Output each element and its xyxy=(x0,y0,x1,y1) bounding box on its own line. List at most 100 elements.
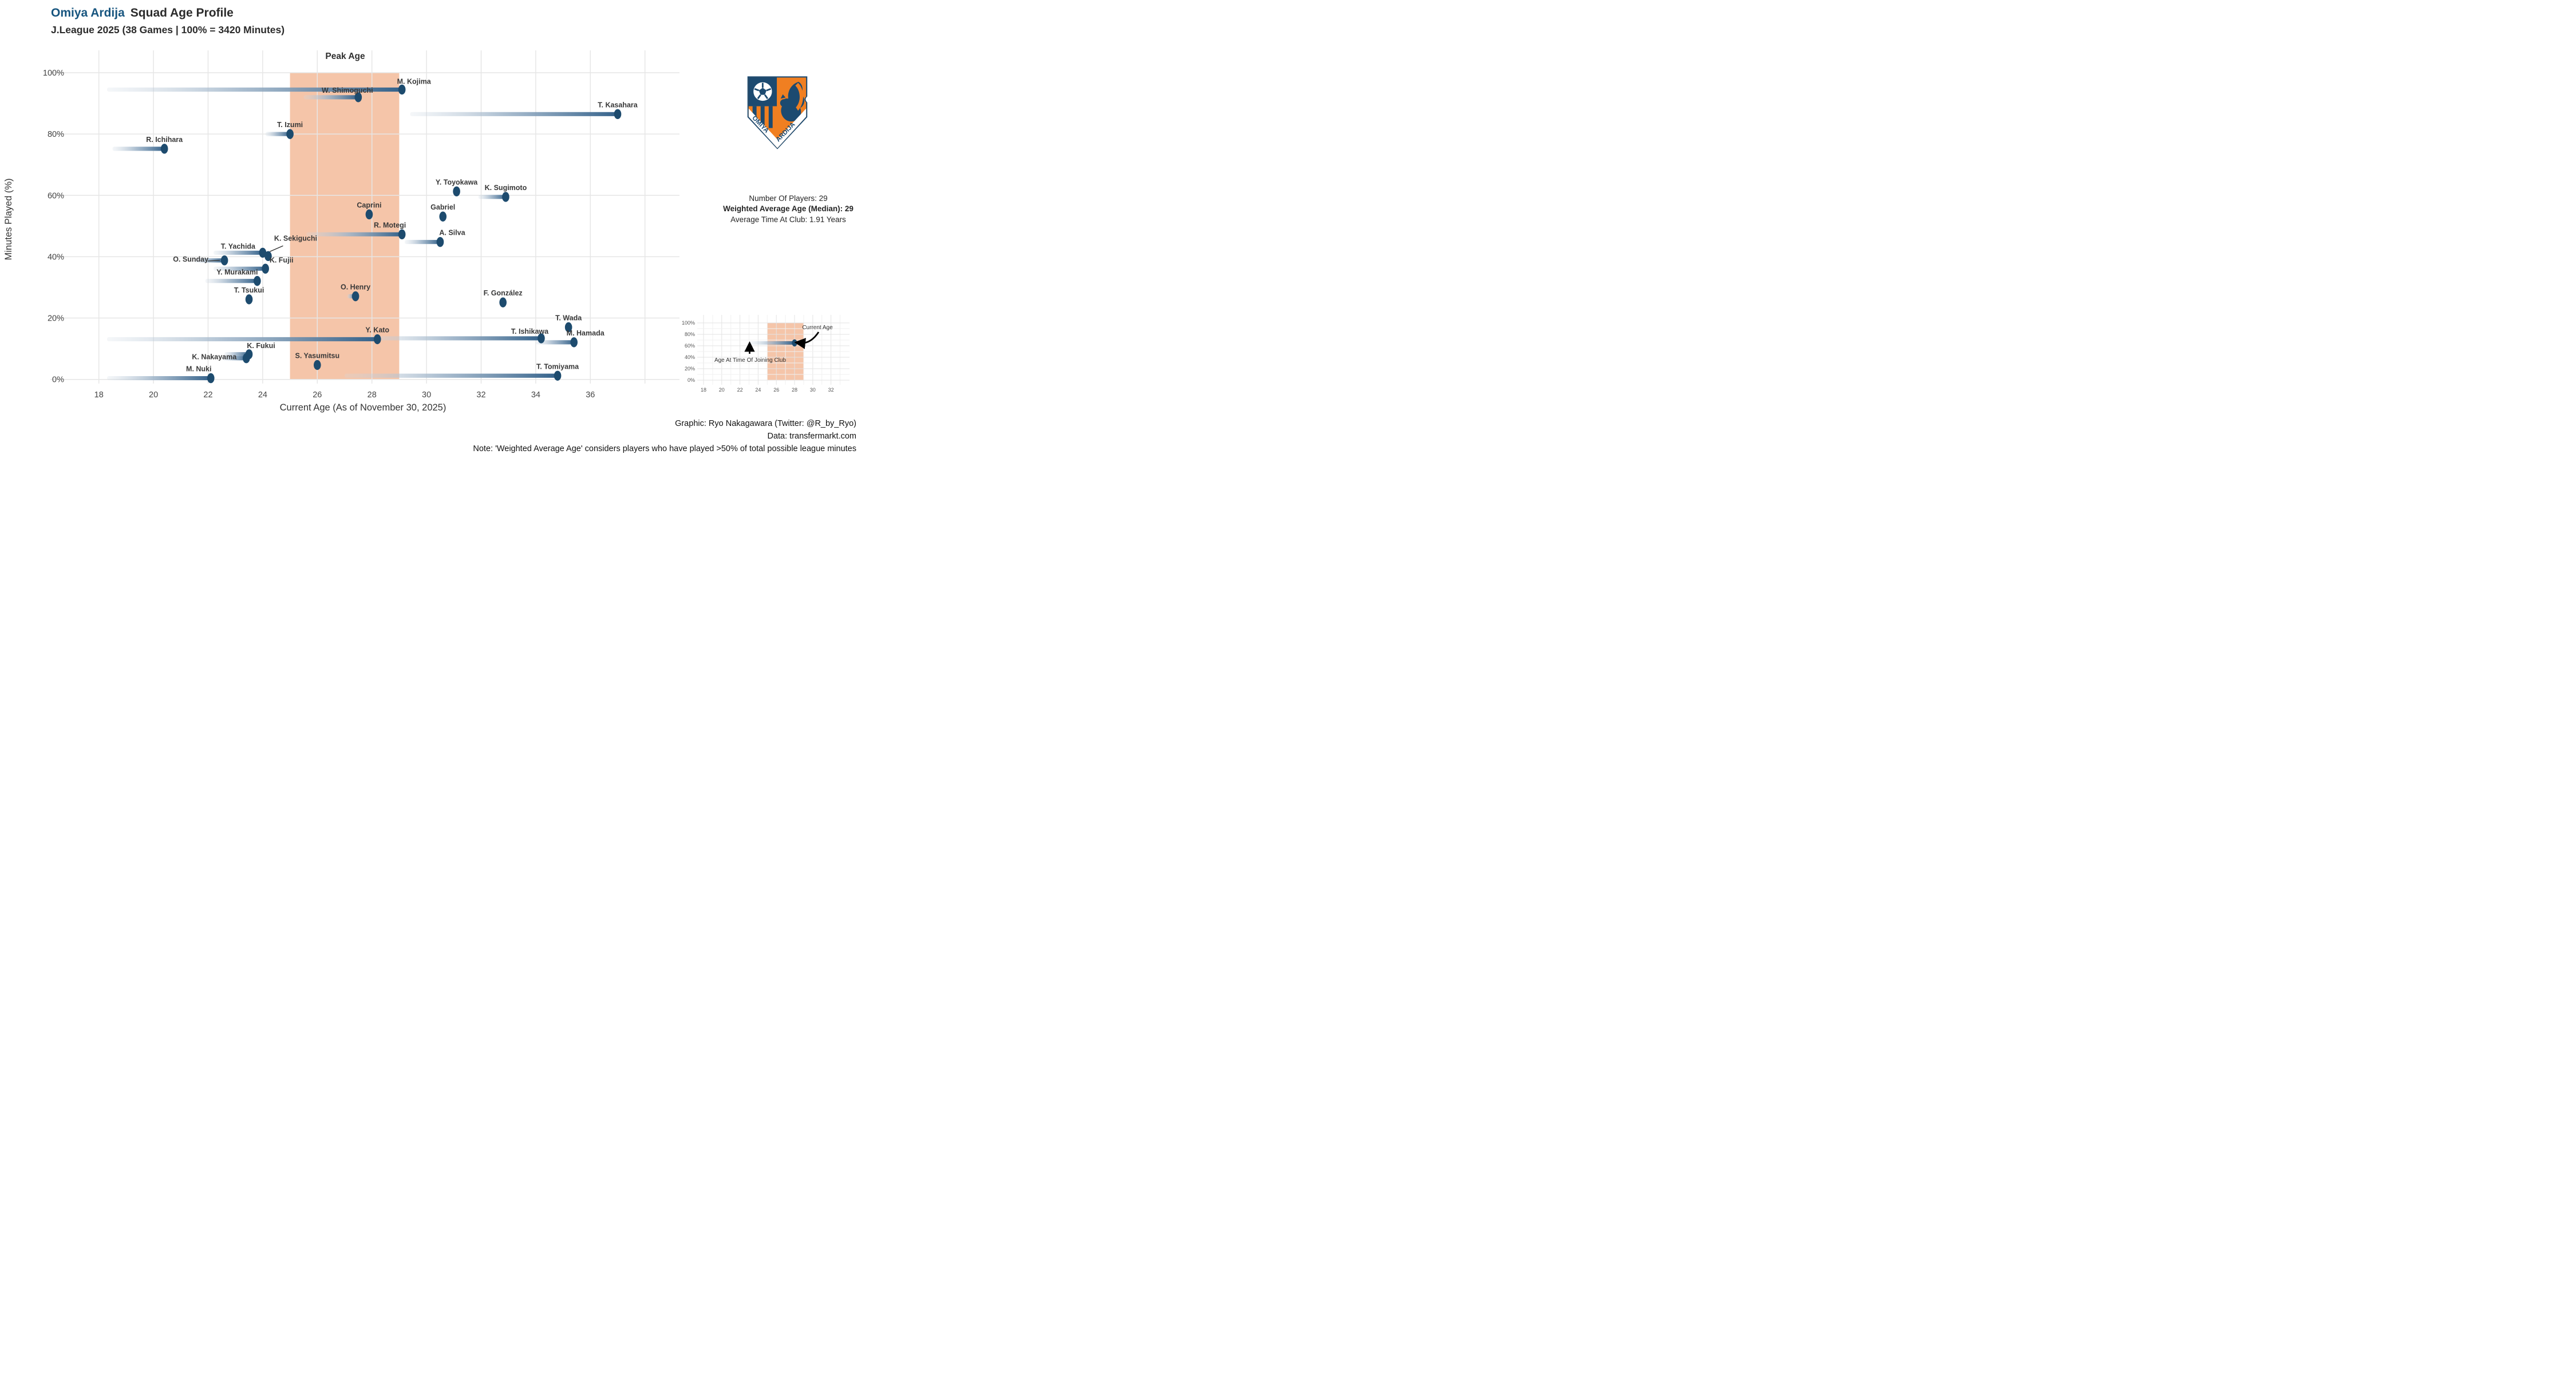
player-point xyxy=(242,353,250,364)
player-point xyxy=(160,144,168,154)
inset-example-tail xyxy=(749,341,795,345)
inset-x-tick: 18 xyxy=(701,387,706,393)
player-label: T. Yachida xyxy=(221,242,256,250)
player-points xyxy=(160,84,622,384)
y-tick-label: 60% xyxy=(48,191,64,200)
player-label: R. Ichihara xyxy=(146,136,183,144)
player-point xyxy=(398,84,406,95)
x-tick-label: 24 xyxy=(258,390,267,400)
chart-header: Omiya Ardija Squad Age Profile J.League 2… xyxy=(51,6,285,37)
player-point xyxy=(499,297,507,307)
player-tenure-tail xyxy=(345,373,558,378)
x-tick-label: 34 xyxy=(531,390,540,400)
player-point xyxy=(365,209,373,220)
player-label: M. Hamada xyxy=(567,329,605,337)
player-tenure-tail xyxy=(107,87,402,92)
x-tick-label: 26 xyxy=(313,390,322,400)
squirrel-icon xyxy=(780,81,805,122)
player-label: T. Tomiyama xyxy=(536,362,579,370)
inset-joining-age-label: Age At Time Of Joining Club xyxy=(714,357,787,364)
inset-x-tick: 26 xyxy=(773,387,779,393)
player-label: Y. Toyokawa xyxy=(436,178,478,186)
player-label: T. Kasahara xyxy=(598,101,638,109)
caption-block: Graphic: Ryo Nakagawara (Twitter: @R_by_… xyxy=(227,418,856,455)
player-point xyxy=(538,333,545,344)
player-tenure-tail xyxy=(205,279,258,283)
caption-data-source: Data: transfermarkt.com xyxy=(767,431,856,441)
club-name: Omiya Ardija xyxy=(51,6,125,19)
player-tails xyxy=(107,87,618,381)
stat-number-of-players: Number Of Players: 29 xyxy=(749,194,828,203)
player-point xyxy=(351,291,359,302)
peak-age-band xyxy=(290,73,400,380)
player-tenure-tail xyxy=(214,266,266,271)
x-tick-label: 28 xyxy=(368,390,377,400)
inset-y-tick: 20% xyxy=(685,366,695,372)
player-point xyxy=(439,211,447,222)
player-point xyxy=(207,373,215,384)
caption-note: Note: 'Weighted Average Age' considers p… xyxy=(473,444,856,453)
player-label: K. Sugimoto xyxy=(485,184,527,192)
x-tick-label: 18 xyxy=(94,390,104,400)
player-tenure-tail xyxy=(112,147,165,151)
peak-age-label: Peak Age xyxy=(325,52,365,61)
x-tick-label: 32 xyxy=(476,390,485,400)
inset-x-tick: 20 xyxy=(719,387,725,393)
y-tick-label: 0% xyxy=(52,376,64,385)
player-point xyxy=(220,255,228,266)
player-label: A. Silva xyxy=(439,229,465,237)
inset-y-tick: 80% xyxy=(685,331,695,337)
player-label: T. Wada xyxy=(555,314,582,322)
player-tenure-tail xyxy=(107,376,211,381)
player-label: T. Izumi xyxy=(277,121,303,129)
y-tick-label: 20% xyxy=(48,314,64,323)
y-tick-label: 40% xyxy=(48,252,64,262)
player-tenure-tail xyxy=(366,336,542,341)
inset-x-tick: 32 xyxy=(828,387,834,393)
player-label: K. Sekiguchi xyxy=(274,234,317,242)
y-tick-label: 100% xyxy=(43,69,64,78)
player-label: W. Shimoguchi xyxy=(322,86,373,94)
age-profile-chart: 18 20 22 24 26 28 30 32 34 36 0% 20% 40% 60% 80% 100% Cu… xyxy=(3,50,850,413)
player-label: Y. Kato xyxy=(365,326,389,334)
player-tenure-tail xyxy=(214,250,263,255)
player-label: F. González xyxy=(484,289,523,297)
player-label: K. Nakayama xyxy=(192,353,237,361)
inset-explainer-chart: 18 20 22 24 26 28 30 32 0% 20% 40% 60% 80% 100% Curren… xyxy=(682,315,850,393)
player-label: T. Ishikawa xyxy=(511,327,549,335)
inset-y-tick: 60% xyxy=(685,343,695,349)
player-point xyxy=(354,92,362,102)
current-age-arrow xyxy=(794,331,820,349)
y-tick-label: 80% xyxy=(48,130,64,139)
player-label: T. Tsukui xyxy=(234,286,264,294)
player-point xyxy=(373,334,381,345)
soccer-ball-icon xyxy=(753,82,772,101)
player-label: O. Henry xyxy=(341,283,370,291)
player-point xyxy=(564,322,572,333)
y-axis-title: Minutes Played (%) xyxy=(3,178,14,260)
player-label: Caprini xyxy=(357,201,381,209)
x-tick-label: 36 xyxy=(586,390,595,400)
player-point xyxy=(245,294,253,305)
player-label: R. Motegi xyxy=(374,221,406,229)
x-axis-title: Current Age (As of November 30, 2025) xyxy=(280,402,447,413)
player-point xyxy=(398,229,406,240)
inset-y-tick: 40% xyxy=(685,354,695,360)
player-point xyxy=(554,370,562,381)
player-point xyxy=(453,186,460,197)
player-tenure-tail xyxy=(224,352,250,357)
player-labels: M. Kojima W. Shimoguchi T. Kasahara T. Izum… xyxy=(146,77,638,373)
label-connector xyxy=(208,260,220,262)
player-point xyxy=(570,337,578,348)
player-tenure-tail xyxy=(222,356,247,361)
stat-weighted-average-age: Weighted Average Age (Median): 29 xyxy=(723,204,854,214)
player-label: M. Kojima xyxy=(397,77,432,85)
chart-title: Omiya Ardija Squad Age Profile xyxy=(51,6,285,21)
inset-example-point xyxy=(792,339,797,347)
player-label: Y. Murakami xyxy=(216,269,258,277)
x-tick-label: 30 xyxy=(422,390,431,400)
inset-x-tick: 22 xyxy=(737,387,743,393)
title-text: Squad Age Profile xyxy=(130,6,234,19)
caption-graphic-credit: Graphic: Ryo Nakagawara (Twitter: @R_by_… xyxy=(675,419,856,428)
player-label: M. Nuki xyxy=(186,365,211,373)
